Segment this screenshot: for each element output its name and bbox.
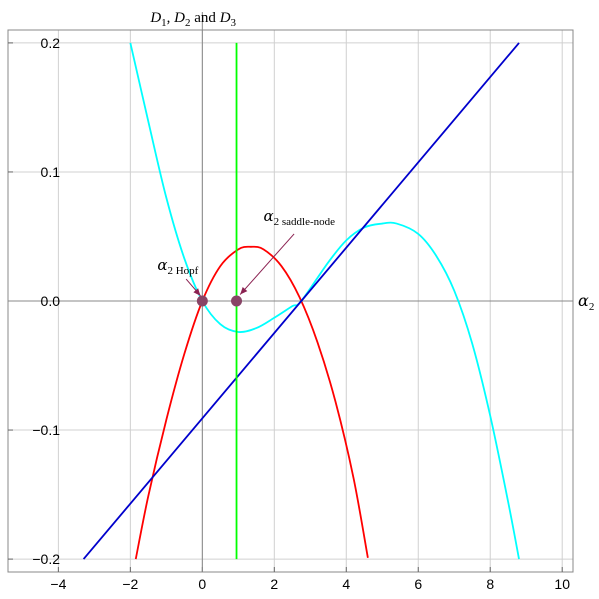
- series-line-1: [134, 245, 369, 560]
- annotation-label: α2 Hopf: [157, 256, 198, 277]
- series-lines: [82, 42, 520, 560]
- x-tick-label: 6: [414, 576, 422, 592]
- x-tick-label: −4: [50, 576, 66, 592]
- marked-point: [196, 295, 208, 307]
- marked-points: [196, 295, 243, 307]
- annotation-arrowhead: [193, 288, 201, 296]
- x-tick-label: 8: [486, 576, 494, 592]
- tick-labels: −4 −2 0 2 4 6 8 10 −0.2 −0.1 0.0 0.1 0.2: [32, 35, 570, 592]
- annotations: α2 Hopf α2 saddle-node: [157, 207, 336, 297]
- y-tick-label: 0.0: [41, 293, 61, 309]
- axes: [7, 12, 574, 573]
- y-tick-label: 0.1: [41, 164, 61, 180]
- chart-title: D1, D2 and D3: [149, 10, 236, 29]
- annotation-arrowhead: [240, 286, 248, 295]
- x-tick-label: 4: [342, 576, 350, 592]
- marked-point: [231, 295, 243, 307]
- annotation-arrow: [239, 233, 295, 295]
- series-line-2: [129, 42, 520, 560]
- y-tick-label: 0.2: [41, 35, 61, 51]
- y-tick-label: −0.2: [32, 551, 60, 567]
- series-line-3: [82, 42, 520, 560]
- annotation-label: α2 saddle-node: [264, 207, 336, 228]
- x-tick-label: 2: [270, 576, 278, 592]
- x-tick-label: 10: [554, 576, 570, 592]
- x-tick-label: −2: [122, 576, 138, 592]
- y-tick-label: −0.1: [32, 422, 60, 438]
- x-axis-label: α2: [578, 291, 594, 313]
- x-tick-label: 0: [198, 576, 206, 592]
